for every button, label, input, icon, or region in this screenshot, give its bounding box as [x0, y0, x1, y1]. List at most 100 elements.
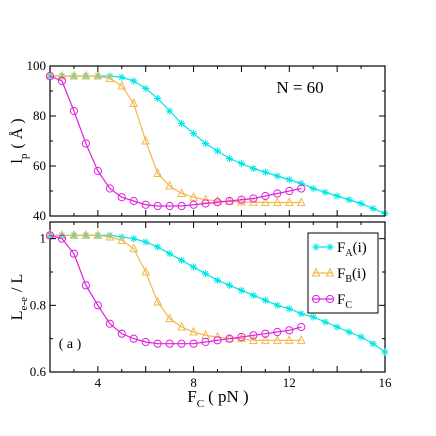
bottom-panel-annotation: ( a ): [59, 337, 82, 352]
top-y-tick-label: 80: [33, 108, 46, 123]
x-tick-label: 4: [95, 375, 102, 390]
top-point-FA: [309, 184, 317, 193]
top-y-axis-label-sub: p: [18, 153, 30, 159]
top-point-FC: [45, 71, 55, 81]
bottom-point-FA: [309, 313, 317, 321]
top-point-FA-stroke: [130, 78, 137, 84]
bottom-point-FB: [141, 266, 151, 276]
bottom-point-FA: [261, 296, 269, 304]
top-y-tick-label: 40: [33, 208, 46, 223]
top-point-FA: [154, 94, 162, 103]
legend: FA(i) FB(i) FC: [307, 232, 379, 314]
top-point-FA-stroke: [310, 185, 317, 192]
bottom-y-tick-label: 1: [40, 231, 47, 246]
top-point-FA-stroke: [154, 95, 161, 102]
top-plot-area: [45, 70, 389, 218]
legend-marker-FB: [325, 267, 335, 277]
top-point-FA: [178, 119, 186, 128]
top-point-FA: [142, 84, 150, 93]
bottom-point-FC: [153, 339, 162, 348]
top-point-FA: [333, 192, 341, 200]
bottom-point-FA-stroke: [166, 250, 173, 257]
top-y-axis-label-main: l: [9, 159, 26, 164]
bottom-point-FB: [117, 235, 127, 244]
top-point-FA: [321, 188, 329, 196]
bottom-point-FC: [177, 339, 186, 348]
top-panel-annotation: N = 60: [276, 78, 323, 97]
top-point-FC: [213, 198, 222, 207]
top-point-FA-stroke: [370, 205, 376, 212]
top-point-FC: [153, 201, 162, 211]
top-point-FA-stroke: [262, 169, 269, 176]
bottom-point-FC: [81, 281, 90, 290]
top-y-axis-label-unit: ( Å ): [8, 118, 26, 148]
bottom-point-FB: [165, 313, 175, 323]
bottom-point-FA: [381, 348, 389, 356]
top-point-FC: [57, 76, 67, 86]
top-point-FB: [57, 70, 67, 80]
bottom-point-FA: [154, 243, 162, 251]
x-tick-label: 8: [190, 375, 197, 390]
bottom-point-FB: [248, 335, 258, 344]
bottom-point-FB: [284, 335, 294, 344]
bottom-point-FA-stroke: [322, 319, 329, 325]
top-point-FA-stroke: [166, 108, 173, 114]
bottom-point-FC: [93, 301, 102, 310]
top-point-FC: [117, 193, 126, 202]
bottom-point-FA: [297, 310, 305, 318]
top-point-FA: [237, 159, 246, 168]
top-point-FB: [45, 70, 55, 80]
bottom-y-axis-label-unit: / L: [9, 274, 26, 292]
bottom-point-FA: [201, 270, 210, 278]
top-point-FB: [129, 98, 139, 107]
top-point-FA: [213, 147, 222, 155]
legend-marker-FA: [326, 243, 334, 251]
bottom-point-FC: [129, 334, 138, 343]
bottom-point-FC: [225, 334, 234, 343]
top-point-FC: [81, 139, 90, 148]
top-point-FA: [285, 176, 293, 184]
top-point-FB: [296, 197, 306, 206]
legend-marker-FA-stroke: [327, 244, 333, 250]
top-point-FB: [260, 197, 270, 206]
top-point-FA: [249, 164, 257, 173]
bottom-point-FA: [142, 238, 150, 246]
bottom-point-FA-stroke: [238, 287, 245, 294]
top-point-FA-stroke: [322, 189, 329, 196]
x-axis-label-main: F: [187, 387, 196, 406]
x-axis-label-sub: C: [197, 398, 204, 410]
bottom-point-FA-stroke: [370, 340, 376, 347]
bottom-y-axis-label-sub: e-e: [18, 297, 30, 311]
top-point-FB: [141, 135, 151, 145]
bottom-point-FC: [201, 337, 210, 347]
bottom-point-FA: [166, 250, 174, 258]
top-point-FA-stroke: [226, 155, 233, 162]
legend-label-FB: FB(i): [337, 266, 366, 285]
bottom-point-FB: [260, 335, 270, 344]
bottom-series-line-FC: [49, 234, 302, 345]
bottom-point-FA: [189, 263, 198, 271]
legend-label-FC: FC: [337, 292, 352, 311]
top-point-FA: [166, 107, 174, 115]
bottom-point-FB: [237, 333, 246, 343]
bottom-point-FC: [141, 337, 150, 347]
bottom-point-FB: [296, 335, 306, 344]
top-point-FB: [237, 196, 246, 206]
top-point-FC: [165, 201, 174, 211]
bottom-point-FC: [285, 326, 294, 335]
top-point-FB: [189, 191, 198, 201]
legend-marker-FC: [325, 294, 335, 304]
bottom-point-FA-stroke: [346, 329, 353, 335]
top-point-FB: [213, 195, 222, 205]
top-point-FA-stroke: [190, 130, 197, 137]
bottom-point-FA: [285, 305, 293, 313]
top-point-FA: [345, 196, 353, 204]
bottom-point-FA: [178, 256, 186, 264]
legend-marker-FA-stroke: [313, 244, 319, 250]
top-point-FA: [273, 172, 281, 180]
legend-label-FA: FA(i): [337, 240, 367, 259]
bottom-point-FA: [225, 281, 234, 289]
bottom-point-FA-stroke: [334, 324, 341, 330]
top-point-FC: [129, 196, 138, 206]
